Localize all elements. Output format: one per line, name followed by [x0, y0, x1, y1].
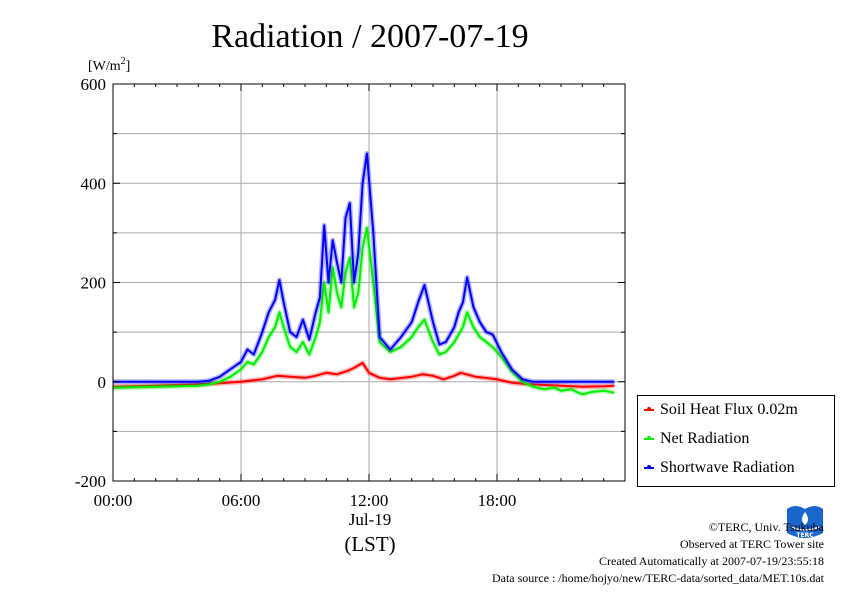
series-line-shortwave — [113, 152, 615, 383]
legend-item-net-radiation: Net Radiation — [644, 429, 749, 449]
credits-block: ©TERC, Univ. Tsukuba Observed at TERC To… — [492, 519, 824, 587]
x-tick-label: 06:00 — [222, 491, 261, 510]
legend-label-soil: Soil Heat Flux 0.02m — [660, 401, 798, 418]
credit-observed: Observed at TERC Tower site — [679, 537, 824, 551]
x-tick-label: 18:00 — [478, 491, 517, 510]
y-tick-label: 600 — [81, 75, 107, 94]
x-axis-label: (LST) — [344, 532, 395, 556]
legend-swatch-shortwave — [644, 465, 654, 469]
credit-created: Created Automatically at 2007-07-19/23:5… — [599, 554, 824, 568]
terc-logo: TERC — [787, 506, 823, 539]
grid-lines — [113, 84, 625, 481]
legend-item-shortwave-radiation: Shortwave Radiation — [644, 458, 795, 478]
y-tick-label: 0 — [98, 373, 107, 392]
x-tick-label: 12:00 — [350, 491, 389, 510]
y-tick-label: -200 — [75, 472, 106, 491]
credit-source: Data source : /home/hojyo/new/TERC-data/… — [491, 571, 824, 585]
credit-copyright: ©TERC, Univ. Tsukuba — [708, 520, 824, 534]
legend-label-net: Net Radiation — [660, 430, 750, 447]
logo-text: TERC — [796, 532, 814, 539]
x-tick-label: 00:00 — [94, 491, 133, 510]
legend-swatch-soil — [644, 407, 654, 411]
chart-title: Radiation / 2007-07-19 — [211, 18, 528, 55]
axis-ticks: -200 0 200 400 600 00:00 06:00 12:00 18:00 — [75, 75, 625, 510]
series-line-soil — [112, 361, 615, 388]
y-tick-label: 200 — [81, 274, 107, 293]
y-tick-label: 400 — [81, 174, 107, 193]
series-halo-1 — [112, 225, 615, 397]
legend-swatch-net — [644, 436, 654, 440]
plot-series — [112, 151, 615, 397]
x-axis-date-label: Jul-19 — [349, 510, 392, 529]
legend-item-soil-heat-flux: Soil Heat Flux 0.02m — [644, 400, 798, 420]
series-line-net — [112, 226, 615, 396]
series-halo-2 — [113, 151, 615, 385]
legend-label-shortwave: Shortwave Radiation — [660, 459, 795, 476]
y-axis-unit-label: [W/m2] — [88, 56, 130, 74]
legend: Soil Heat Flux 0.02m Net Radiation Short… — [637, 395, 835, 487]
